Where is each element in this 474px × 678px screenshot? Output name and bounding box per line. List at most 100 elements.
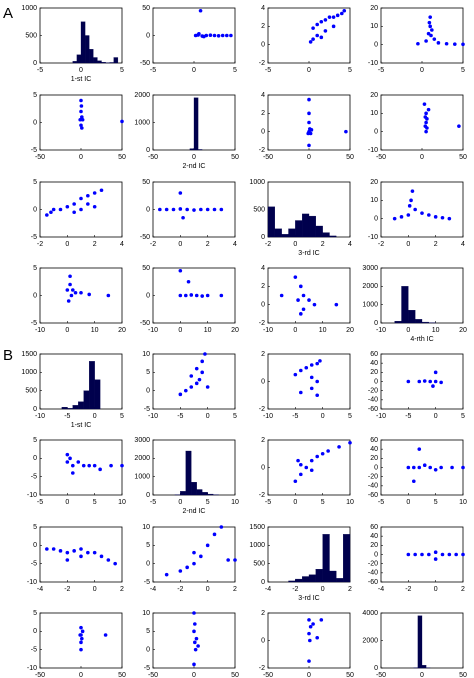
scatter-point bbox=[212, 33, 217, 38]
scatter-point bbox=[308, 131, 313, 136]
scatter-point bbox=[444, 41, 449, 46]
x-axis-label: 1-st IC bbox=[71, 422, 92, 429]
scatter-point bbox=[433, 467, 438, 472]
scatter-point bbox=[79, 196, 83, 201]
x-tick-label: -2 bbox=[64, 586, 70, 593]
scatter-point bbox=[192, 561, 196, 566]
histogram-bar bbox=[322, 232, 330, 238]
scatter-point bbox=[71, 288, 75, 292]
scatter-point bbox=[73, 290, 78, 295]
x-tick-label: 0 bbox=[307, 672, 311, 678]
scatter-point bbox=[417, 447, 422, 451]
x-tick-label: -2 bbox=[378, 241, 384, 248]
y-tick-label: 2 bbox=[261, 23, 265, 30]
scatter-point bbox=[416, 41, 420, 46]
x-tick-label: -5 bbox=[37, 499, 43, 506]
y-tick-label: 0 bbox=[33, 628, 37, 635]
scatter-point bbox=[323, 29, 328, 33]
scatter-point bbox=[427, 552, 431, 557]
x-tick-label: -50 bbox=[263, 154, 273, 161]
scatter-point bbox=[113, 561, 117, 566]
scatter-point bbox=[315, 635, 320, 640]
scatter-point bbox=[79, 123, 83, 128]
scatter-point bbox=[45, 213, 49, 217]
y-tick-label: -40 bbox=[368, 570, 378, 577]
histogram-bar bbox=[408, 310, 416, 324]
y-tick-label: -60 bbox=[368, 406, 378, 413]
scatter-point bbox=[181, 215, 185, 220]
scatter-point bbox=[307, 618, 311, 622]
axes-frame bbox=[380, 267, 464, 324]
x-tick-label: -5 bbox=[292, 413, 298, 420]
scatter-point bbox=[309, 128, 314, 132]
histogram-bar bbox=[189, 148, 195, 151]
scatter-point bbox=[423, 124, 428, 128]
scatter-point bbox=[348, 440, 352, 445]
x-tick-label: 0 bbox=[293, 499, 297, 506]
scatter-point bbox=[92, 204, 97, 209]
histogram-bar bbox=[67, 408, 73, 410]
scatter-point bbox=[296, 298, 300, 302]
scatter-point bbox=[192, 629, 196, 634]
x-tick-label: -4 bbox=[37, 586, 43, 593]
histogram-bar bbox=[180, 491, 186, 496]
axes-frame bbox=[380, 439, 464, 496]
histogram-bar bbox=[185, 450, 192, 496]
scatter-point bbox=[185, 207, 189, 212]
y-tick-label: 50 bbox=[142, 5, 150, 12]
scatter-point bbox=[307, 631, 311, 636]
scatter-point bbox=[49, 210, 53, 215]
y-tick-label: 0 bbox=[261, 234, 265, 241]
scatter-point bbox=[433, 557, 438, 561]
y-tick-label: 0 bbox=[261, 302, 265, 309]
histogram-bar bbox=[302, 576, 310, 583]
y-tick-label: 1000 bbox=[134, 119, 150, 126]
scatter-point bbox=[327, 15, 332, 19]
scatter-point bbox=[433, 215, 438, 219]
scatter-point bbox=[58, 207, 63, 212]
x-tick-label: 10 bbox=[459, 499, 467, 506]
y-tick-label: 1500 bbox=[21, 351, 37, 358]
scatter-point bbox=[461, 552, 465, 557]
y-tick-label: 10 bbox=[142, 351, 150, 358]
y-tick-label: 0 bbox=[261, 579, 265, 586]
scatter-point bbox=[427, 20, 432, 25]
y-tick-label: -5 bbox=[144, 665, 150, 672]
scatter-point bbox=[417, 379, 422, 384]
scatter-point bbox=[307, 659, 311, 663]
x-tick-label: 2 bbox=[206, 241, 210, 248]
scatter-point bbox=[293, 275, 298, 279]
scatter-point bbox=[79, 104, 84, 108]
y-tick-label: 0 bbox=[146, 32, 150, 39]
y-tick-label: -20 bbox=[368, 388, 378, 395]
y-tick-label: 2 bbox=[261, 283, 265, 290]
x-tick-label: 0 bbox=[406, 327, 410, 334]
scatter-point bbox=[293, 372, 298, 377]
scatter-point bbox=[229, 33, 233, 38]
scatter-point bbox=[65, 204, 70, 209]
y-tick-label: 3000 bbox=[362, 265, 378, 272]
scatter-point bbox=[193, 647, 198, 652]
scatter-point bbox=[72, 549, 76, 553]
scatter-point bbox=[334, 302, 339, 307]
scatter-point bbox=[315, 361, 320, 366]
scatter-point bbox=[453, 42, 457, 46]
y-tick-label: 500 bbox=[253, 561, 265, 568]
scatter-point bbox=[226, 558, 230, 562]
histogram-bar bbox=[101, 62, 106, 64]
x-tick-label: 10 bbox=[231, 499, 239, 506]
x-tick-label: 2 bbox=[461, 586, 465, 593]
x-tick-label: 0 bbox=[420, 67, 424, 74]
scatter-point bbox=[307, 97, 311, 102]
x-tick-label: -5 bbox=[177, 413, 183, 420]
scatter-point bbox=[192, 550, 196, 555]
histogram-bar bbox=[207, 493, 214, 496]
scatter-point bbox=[315, 454, 320, 459]
x-tick-label: -5 bbox=[405, 413, 411, 420]
scatter-point bbox=[337, 445, 341, 449]
x-tick-label: 0 bbox=[192, 672, 196, 678]
scatter-point bbox=[312, 302, 317, 307]
scatter-point bbox=[79, 625, 83, 630]
scatter-point bbox=[307, 111, 311, 116]
y-tick-label: -2 bbox=[259, 665, 265, 672]
